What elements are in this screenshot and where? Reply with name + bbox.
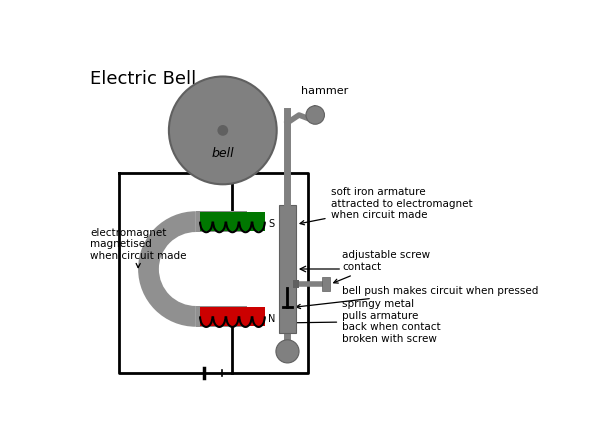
Circle shape	[169, 77, 277, 184]
Bar	[322, 277, 330, 291]
Bar	[196, 211, 247, 232]
Bar	[200, 307, 265, 326]
Bar	[293, 280, 299, 288]
Text: soft iron armature
attracted to electromagnet
when circuit made: soft iron armature attracted to electrom…	[300, 187, 472, 225]
Bar	[279, 205, 296, 333]
Bar	[196, 306, 247, 327]
Text: Electric Bell: Electric Bell	[91, 70, 197, 89]
Text: electromagnet
magnetised
when circuit made: electromagnet magnetised when circuit ma…	[91, 228, 187, 267]
Circle shape	[276, 340, 299, 363]
Text: adjustable screw
contact: adjustable screw contact	[334, 251, 430, 283]
Circle shape	[217, 125, 228, 136]
Bar	[200, 212, 265, 231]
Text: N: N	[268, 314, 275, 324]
Text: bell: bell	[211, 147, 234, 160]
Text: bell push makes circuit when pressed: bell push makes circuit when pressed	[296, 286, 539, 308]
Text: hammer: hammer	[301, 86, 348, 96]
Text: springy metal
pulls armature
back when contact
broken with screw: springy metal pulls armature back when c…	[288, 299, 441, 344]
Circle shape	[306, 106, 325, 124]
Wedge shape	[138, 211, 196, 327]
Text: S: S	[268, 219, 274, 229]
